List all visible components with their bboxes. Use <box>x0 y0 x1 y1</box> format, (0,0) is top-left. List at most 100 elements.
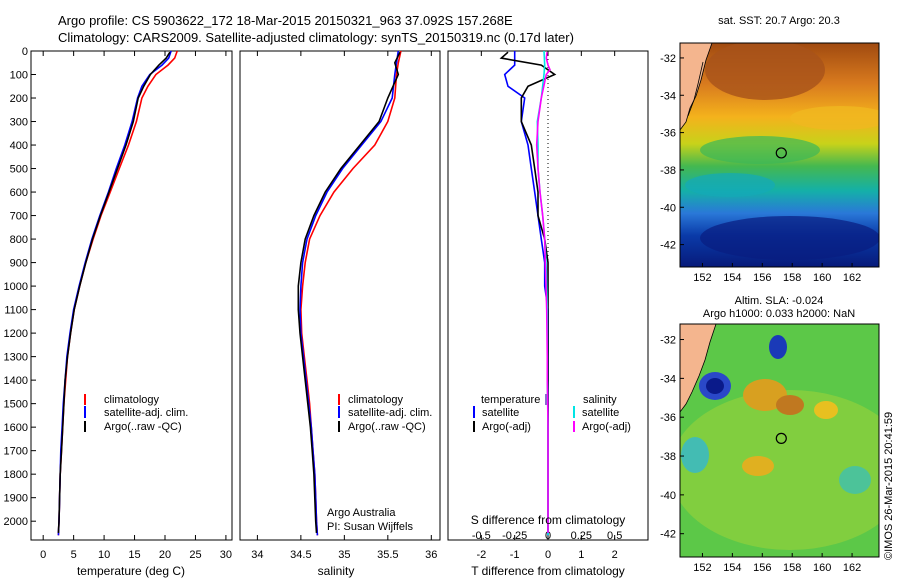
salinity-panel: 34 34.5 35 35.5 36 salinity climatology sate… <box>239 50 441 578</box>
x-tick-label: 35 <box>338 549 350 561</box>
salinity-xlabel: salinity <box>318 564 355 578</box>
temperature-xlabel: temperature (deg C) <box>77 564 185 578</box>
y-tick-label: 1400 <box>4 375 28 387</box>
x-tick-label: 5 <box>71 549 77 561</box>
sla-cold-eddy-2 <box>769 335 787 359</box>
x-tick-label: 34.5 <box>290 549 311 561</box>
lat-tick-label: -38 <box>660 165 676 177</box>
legend-label-climatology: climatology <box>348 394 404 406</box>
lon-tick-label: 162 <box>843 562 861 574</box>
y-tick-label: 0 <box>22 46 28 58</box>
lon-tick-label: 158 <box>783 562 801 574</box>
lat-tick-label: -40 <box>660 490 676 502</box>
difference-legend: temperature satellite Argo(-adj) salinit… <box>473 394 631 433</box>
lon-tick-label: 158 <box>783 272 801 284</box>
series-line-temperature-2 <box>57 51 171 533</box>
y-tick-label: 1300 <box>4 352 28 364</box>
sst-map-frame <box>679 42 880 268</box>
pi-label: PI: Susan Wijffels <box>327 521 413 533</box>
lat-tick-label: -40 <box>660 202 676 214</box>
x-tick-label: 15 <box>128 549 140 561</box>
sst-green-band <box>700 136 820 164</box>
sst-map-axes: 152 154 156 158 160 162 -32 -34 -36 -38 -40 -42 <box>660 53 861 284</box>
temperature-panel: 0100200300400500600700800900100011001200… <box>4 46 233 578</box>
series-line-salinity-1 <box>299 50 400 536</box>
lat-tick-label: -32 <box>660 53 676 65</box>
sst-argo-marker <box>775 147 787 159</box>
y-tick-label: 1500 <box>4 399 28 411</box>
sla-warm-blob-3 <box>742 456 774 476</box>
sla-lightgreen <box>680 390 879 550</box>
lat-tick-label: -38 <box>660 451 676 463</box>
sst-warm-patch <box>705 43 825 100</box>
sla-argo-marker <box>775 432 787 444</box>
sla-warm-blob-1 <box>743 379 787 411</box>
series-line-difference-3 <box>535 52 551 533</box>
sst-warm-band <box>790 106 879 130</box>
sla-map-axes: 152 154 156 158 160 162 -32 -34 -36 -38 -40 -42 <box>660 335 861 574</box>
lon-tick-label: 152 <box>693 272 711 284</box>
lat-tick-label: -42 <box>660 240 676 252</box>
legend-label-satellite: satellite-adj. clim. <box>104 407 188 419</box>
y-tick-label: 600 <box>10 187 28 199</box>
legend-label-t-argo: Argo(-adj) <box>482 421 531 433</box>
x-tick-label: 34 <box>251 549 263 561</box>
y-tick-label: 1200 <box>4 328 28 340</box>
sla-warm-blob-4 <box>814 401 838 419</box>
temperature-axes-frame <box>30 50 233 541</box>
lon-tick-label: 152 <box>693 562 711 574</box>
institution-label: Argo Australia <box>327 507 396 519</box>
lat-tick-label: -34 <box>660 90 676 102</box>
sla-map-frame <box>679 323 880 558</box>
y-tick-label: 900 <box>10 258 28 270</box>
y-tick-label: 200 <box>10 93 28 105</box>
y-tick-label: 1700 <box>4 446 28 458</box>
y-tick-label: 2000 <box>4 516 28 528</box>
sst-map-panel: sat. SST: 20.7 Argo: 20.3 152 154 156 158 16… <box>660 15 880 284</box>
s-tick-label: 0 <box>545 530 551 542</box>
sla-cyan-patch <box>681 437 709 473</box>
x-tick-label: 20 <box>159 549 171 561</box>
y-tick-label: 1800 <box>4 469 28 481</box>
difference-x-axis: -2 -1 0 1 2 -0.5 -0.25 0 0.25 0.5 <box>472 51 622 561</box>
difference-panel: -2 -1 0 1 2 -0.5 -0.25 0 0.25 0.5 S difference fr… <box>447 50 649 578</box>
sla-field <box>680 324 879 557</box>
y-tick-label: 1000 <box>4 281 28 293</box>
legend-title-salinity: salinity <box>583 394 617 406</box>
x-tick-label: 25 <box>189 549 201 561</box>
lat-tick-label: -34 <box>660 373 676 385</box>
y-tick-label: 1600 <box>4 422 28 434</box>
s-tick-label: 0.25 <box>571 530 592 542</box>
sla-cold-eddy-core <box>706 378 724 394</box>
legend-label-argo: Argo(..raw -QC) <box>104 421 182 433</box>
x-tick-label: 0 <box>545 549 551 561</box>
legend-label-s-satellite: satellite <box>582 407 619 419</box>
sst-field <box>680 43 879 267</box>
argo-location-marker <box>775 432 787 444</box>
x-tick-label: 36 <box>425 549 437 561</box>
x-tick-label: 10 <box>98 549 110 561</box>
sst-cold-patch <box>700 216 879 260</box>
depth-contour <box>687 61 704 117</box>
t-difference-xlabel: T difference from climatology <box>471 564 625 578</box>
lon-tick-label: 156 <box>753 272 771 284</box>
y-tick-label: 1100 <box>4 305 28 317</box>
x-tick-label: -2 <box>476 549 486 561</box>
x-tick-label: 1 <box>578 549 584 561</box>
x-tick-label: 30 <box>220 549 232 561</box>
lon-tick-label: 154 <box>723 272 741 284</box>
y-tick-label: 300 <box>10 117 28 129</box>
sla-map-title: Altim. SLA: -0.024 <box>735 295 824 307</box>
climatology-subtitle: Climatology: CARS2009. Satellite-adjuste… <box>58 30 574 45</box>
legend-label-climatology: climatology <box>104 394 160 406</box>
y-tick-label: 500 <box>10 164 28 176</box>
lat-tick-label: -36 <box>660 128 676 140</box>
lon-tick-label: 160 <box>813 562 831 574</box>
legend-label-satellite: satellite-adj. clim. <box>348 407 432 419</box>
x-tick-label: -1 <box>510 549 520 561</box>
sst-teal-patch <box>685 173 775 197</box>
temperature-legend: climatology satellite-adj. clim. Argo(..… <box>84 394 188 433</box>
x-tick-label: 2 <box>612 549 618 561</box>
legend-label-s-argo: Argo(-adj) <box>582 421 631 433</box>
